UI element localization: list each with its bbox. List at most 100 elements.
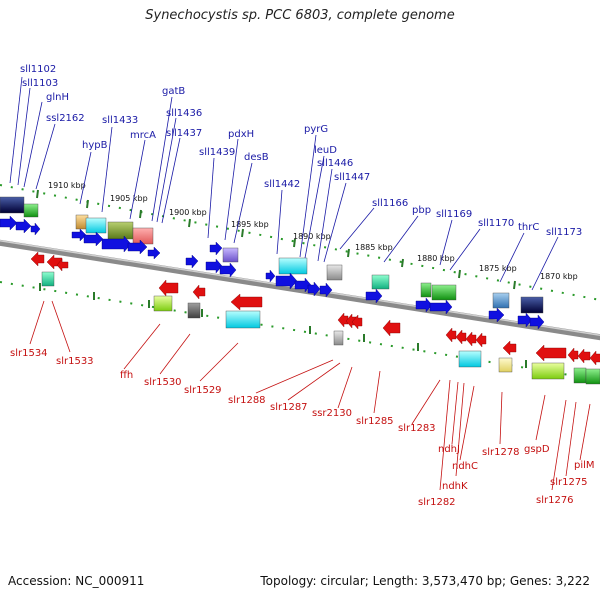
gene-box	[222, 247, 239, 263]
gene-label-slr1275: slr1275	[550, 477, 588, 488]
gene-box	[431, 284, 457, 301]
forward-arrow	[488, 307, 505, 323]
gene-box	[498, 357, 513, 373]
gene-label-sll1439: sll1439	[199, 147, 235, 158]
forward-arrow	[83, 231, 104, 247]
reverse-arrow	[455, 329, 467, 345]
accession-text: Accession: NC_000911	[8, 574, 145, 588]
forward-arrow	[265, 269, 276, 283]
reverse-arrow	[337, 312, 349, 328]
gene-box	[278, 257, 308, 275]
forward-arrows	[0, 215, 545, 330]
gene-box	[23, 203, 39, 218]
scale-label: 1905 kbp	[110, 194, 148, 203]
forward-arrow	[415, 297, 433, 313]
gene-box	[132, 227, 154, 245]
gene-box	[333, 330, 344, 346]
gene-box	[531, 362, 565, 380]
scale-labels: 1910 kbp 1905 kbp 1900 kbp 1895 kbp 1890…	[48, 181, 578, 281]
gene-label-sll1173: sll1173	[546, 227, 582, 238]
forward-arrow	[205, 258, 223, 274]
gene-box	[458, 350, 482, 368]
gene-label-slr1285: slr1285	[356, 416, 394, 427]
gene-label-slr1288: slr1288	[228, 395, 266, 406]
gene-label-slr1530: slr1530	[144, 377, 182, 388]
scale-label: 1910 kbp	[48, 181, 86, 190]
gene-box	[573, 367, 587, 384]
reverse-arrow	[56, 258, 69, 272]
gene-label-slr1529: slr1529	[184, 385, 222, 396]
reverse-arrow	[502, 340, 517, 356]
gene-box	[0, 196, 25, 214]
reverse-gene-boxes	[41, 271, 600, 385]
reverse-arrow	[445, 327, 457, 343]
top-gene-labels: sll1102 sll1103 glnH ssl2162 hypB sll143…	[20, 64, 582, 238]
gene-box	[420, 282, 432, 298]
gene-label-leuD: leuD	[314, 145, 337, 156]
gene-box	[492, 292, 510, 309]
gene-label-slr1534: slr1534	[10, 348, 48, 359]
reverse-arrow	[567, 347, 579, 363]
forward-arrow	[127, 239, 148, 255]
gene-label-sll1442: sll1442	[264, 179, 300, 190]
gene-box	[107, 221, 134, 240]
gene-box	[520, 296, 544, 314]
gene-label-pyrG: pyrG	[304, 124, 328, 135]
gene-label-mrcA: mrcA	[130, 130, 156, 141]
gene-label-slr1283: slr1283	[398, 423, 436, 434]
gene-label-slr1287: slr1287	[270, 402, 308, 413]
genome-summary-text: Topology: circular; Length: 3,573,470 bp…	[260, 574, 590, 588]
forward-arrow	[307, 281, 321, 297]
gene-label-ndhK: ndhK	[442, 481, 468, 492]
scale-label: 1880 kbp	[417, 254, 455, 263]
reverse-arrows	[30, 251, 600, 366]
scale-label: 1870 kbp	[540, 272, 578, 281]
gene-label-gspD: gspD	[524, 444, 550, 455]
gene-label-sll1102: sll1102	[20, 64, 56, 75]
reverse-arrow	[30, 251, 45, 267]
gene-label-sll1446: sll1446	[317, 158, 353, 169]
gene-box	[187, 302, 201, 319]
gene-box	[225, 310, 261, 329]
gene-label-slr1278: slr1278	[482, 447, 520, 458]
reverse-arrow	[589, 350, 600, 366]
gene-label-ndhJ: ndhJ	[438, 444, 460, 455]
forward-arrow	[365, 288, 383, 304]
genome-title: Synechocystis sp. PCC 6803, complete gen…	[145, 8, 455, 23]
forward-arrow	[15, 218, 32, 234]
reverse-arrow	[535, 344, 567, 362]
forward-arrow	[219, 262, 237, 278]
reverse-arrow	[158, 279, 179, 297]
scale-label: 1875 kbp	[479, 264, 517, 273]
scale-label: 1885 kbp	[355, 243, 393, 252]
gene-box	[41, 271, 55, 287]
forward-arrow	[429, 299, 453, 315]
gene-label-thrC: thrC	[518, 222, 539, 233]
gene-label-slr1533: slr1533	[56, 356, 94, 367]
forward-arrow	[185, 254, 199, 269]
gene-label-pbp: pbp	[412, 205, 431, 216]
forward-arrow	[529, 314, 545, 330]
gene-label-sll1170: sll1170	[478, 218, 514, 229]
scale-label: 1895 kbp	[231, 220, 269, 229]
reverse-arrow	[230, 293, 263, 311]
bottom-gene-labels: slr1534 slr1533 ffh slr1530 slr1529 slr1…	[10, 348, 595, 508]
gene-label-ssr2130: ssr2130	[312, 408, 352, 419]
forward-arrow	[30, 222, 41, 236]
gene-label-gatB: gatB	[162, 86, 185, 97]
gene-label-pilM: pilM	[574, 460, 595, 471]
gene-box	[585, 368, 600, 385]
gene-label-hypB: hypB	[82, 140, 108, 151]
gene-label-sll1103: sll1103	[22, 78, 58, 89]
gene-label-sll1436: sll1436	[166, 108, 202, 119]
top-leader-lines	[9, 76, 559, 291]
gene-box	[85, 217, 107, 234]
gene-label-sll1166: sll1166	[372, 198, 408, 209]
gene-label-sll1437: sll1437	[166, 128, 202, 139]
forward-gene-boxes	[0, 196, 544, 314]
forward-arrow	[517, 312, 533, 328]
forward-arrow	[147, 246, 161, 260]
gene-label-ssl2162: ssl2162	[46, 113, 85, 124]
forward-arrow	[319, 282, 333, 298]
